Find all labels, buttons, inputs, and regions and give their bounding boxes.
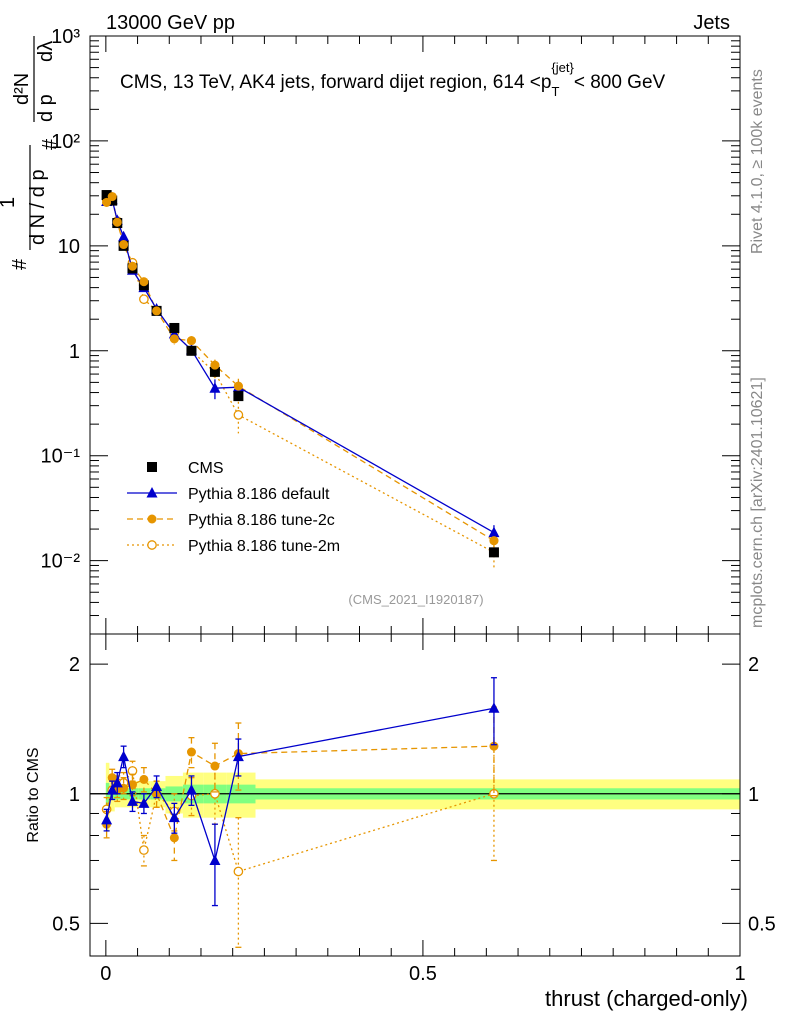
cms-data-point: [488, 547, 499, 558]
pythia-8-186-default-main-point: [488, 526, 500, 538]
ylabel-dlambda: dλ: [35, 41, 57, 62]
pythia-8-186-default-ratio-point: [126, 795, 138, 806]
pythia-8-186-tune-2c-overlay-point: [127, 261, 137, 271]
analysis-id-label: (CMS_2021_I1920187): [348, 592, 483, 607]
ratio-xtick-label: 1: [734, 963, 745, 985]
title-pt-subscript: T: [551, 84, 559, 99]
legend-label-pythia-8-186-default: Pythia 8.186 default: [188, 486, 330, 503]
ratio-ytick-label-left: 1: [69, 784, 80, 806]
cms-data-point: [233, 391, 244, 402]
main-ytick-label: 1: [69, 341, 80, 363]
pythia-8-186-tune-2c-overlay-point: [107, 192, 117, 202]
legend-label-pythia-8-186-tune-2m: Pythia 8.186 tune-2m: [188, 538, 340, 555]
chart-title: CMS, 13 TeV, AK4 jets, forward dijet reg…: [120, 60, 666, 99]
pythia-8-186-tune-2c-overlay-point: [169, 334, 179, 344]
ratio-ylabel: Ratio to CMS: [25, 747, 42, 842]
title-prefix: CMS, 13 TeV, AK4 jets, forward dijet reg…: [120, 72, 551, 93]
ratio-ytick-label-right: 0.5: [748, 913, 776, 935]
pythia-8-186-default-main-line: [106, 198, 495, 534]
main-ytick-label: 10⁻¹: [41, 446, 81, 468]
rivet-version-label: Rivet 4.1.0, ≥ 100k events: [749, 69, 766, 254]
pythia-8-186-tune-2c-overlay-point: [112, 217, 122, 227]
ratio-ytick-label-left: 2: [69, 654, 80, 676]
pythia-8-186-default-ratio-point: [151, 780, 163, 791]
ylabel-d2n: d²N: [11, 73, 33, 105]
cms-data-point: [209, 366, 220, 377]
pythia-8-186-tune-2c-overlay-point: [152, 306, 162, 316]
ratio-ytick-label-right: 1: [748, 784, 759, 806]
pythia-8-186-tune-2m-ratio-point: [139, 845, 149, 855]
pythia-8-186-tune-2c-overlay-point: [119, 240, 129, 250]
pythia-8-186-tune-2c-overlay-point: [489, 536, 499, 546]
legend: CMS Pythia 8.186 default Pythia 8.186 tune…: [127, 460, 340, 555]
pythia-8-186-tune-2m-ratio-point: [210, 788, 220, 799]
ratio-ytick-label-left: 0.5: [52, 913, 80, 935]
main-ytick-label: 10³: [51, 26, 80, 48]
pythia-8-186-default-ratio-point: [106, 784, 118, 795]
ratio-ytick-label-right: 2: [748, 654, 759, 676]
ratio-frame: [89, 633, 741, 957]
ratio-panel: 0 0.5 1 2 2 1 1 0.5 0.5: [52, 633, 776, 985]
category-label: Jets: [693, 12, 730, 34]
pythia-8-186-tune-2c-overlay-point: [186, 336, 196, 346]
legend-marker-pythia-8-186-tune-2c: [147, 514, 157, 524]
ylabel-denominator: d N / d p: [27, 169, 49, 245]
pythia-8-186-default-ratio-point: [111, 776, 123, 788]
pythia-8-186-default-ratio-point: [185, 784, 197, 795]
cms-data-point: [101, 190, 112, 201]
pythia-8-186-tune-2c-overlay-point: [233, 381, 243, 391]
main-ytick-label: 10⁻²: [41, 551, 81, 573]
legend-marker-pythia-8-186-tune-2m: [147, 540, 157, 550]
legend-marker-pythia-8-186-default: [146, 487, 158, 498]
pythia-8-186-tune-2m-main-line: [106, 198, 495, 553]
pythia-8-186-default-main-point: [209, 382, 221, 393]
pythia-8-186-tune-2m-main-point: [139, 294, 149, 305]
pythia-8-186-tune-2m-main-point: [233, 410, 244, 420]
ylabel-one: 1: [0, 197, 19, 208]
energy-label: 13000 GeV pp: [106, 12, 235, 34]
main-ylabel: # d N / d p 1 # d p d²N dλ: [0, 36, 61, 270]
pythia-8-186-tune-2m-ratio-point: [233, 866, 244, 877]
main-ytick-label: 10: [58, 236, 80, 258]
legend-marker-cms: [147, 462, 157, 472]
pythia-8-186-default-ratio-point: [118, 750, 130, 762]
pythia-8-186-default-ratio-point: [488, 702, 500, 713]
main-panel: 10³ 10² 10 1 10⁻¹ 10⁻² (CMS_2021_I1920187) CM…: [41, 26, 741, 635]
main-ytick-label: 10²: [51, 131, 80, 153]
pythia-8-186-default-ratio-point: [138, 797, 150, 808]
cms-data-point: [186, 345, 197, 356]
xlabel: thrust (charged-only): [545, 986, 748, 1011]
pythia-8-186-default-ratio-point: [209, 854, 221, 865]
pythia-8-186-default-main-point: [118, 230, 130, 242]
legend-label-cms: CMS: [188, 460, 224, 477]
ratio-xtick-label: 0.5: [409, 963, 437, 985]
cms-data-point: [169, 322, 180, 333]
pythia-8-186-tune-2c-ratio-point: [186, 747, 196, 757]
pythia-8-186-default-ratio-point: [168, 811, 180, 823]
title-jet-superscript: {jet}: [551, 60, 574, 75]
pythia-8-186-tune-2c-ratio-point: [169, 833, 179, 843]
pythia-8-186-default-ratio-point: [232, 750, 244, 762]
legend-label-pythia-8-186-tune-2c: Pythia 8.186 tune-2c: [188, 512, 335, 529]
pythia-8-186-tune-2c-ratio-point: [139, 774, 149, 784]
pythia-8-186-default-ratio-point: [101, 813, 113, 825]
pythia-8-186-tune-2c-ratio-point: [489, 741, 499, 751]
ratio-xtick-label: 0: [100, 963, 111, 985]
ylabel-dp: d p: [35, 94, 57, 122]
pythia-8-186-tune-2c-overlay-point: [139, 277, 149, 287]
pythia-8-186-tune-2c-overlay-point: [210, 360, 220, 370]
mcplots-site-label: mcplots.cern.ch [arXiv:2401.10621]: [749, 377, 766, 628]
title-suffix: < 800 GeV: [574, 72, 666, 93]
pythia-8-186-tune-2c-overlay-point: [102, 197, 112, 207]
ylabel-hash-2: #: [39, 138, 61, 150]
pythia-8-186-tune-2c-ratio-point: [210, 761, 220, 771]
ylabel-hash-1: #: [9, 258, 31, 270]
